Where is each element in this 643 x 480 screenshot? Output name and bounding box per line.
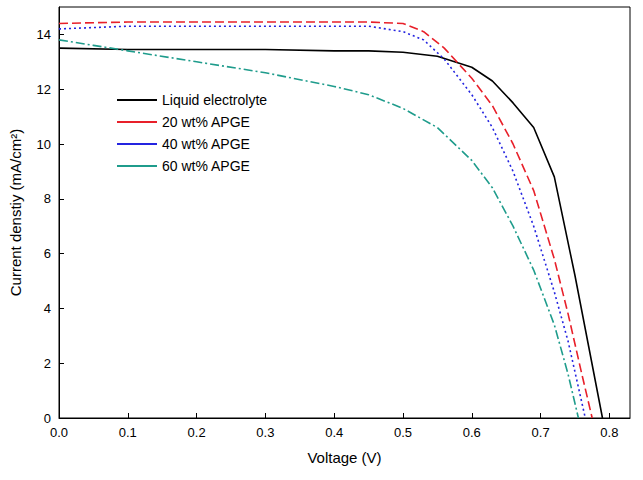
svg-text:0.1: 0.1 bbox=[119, 425, 137, 440]
svg-text:0.3: 0.3 bbox=[256, 425, 274, 440]
svg-text:Liquid electrolyte: Liquid electrolyte bbox=[162, 92, 267, 108]
svg-text:8: 8 bbox=[44, 191, 51, 206]
svg-text:0.5: 0.5 bbox=[394, 425, 412, 440]
svg-text:10: 10 bbox=[37, 137, 51, 152]
svg-text:Voltage (V): Voltage (V) bbox=[307, 449, 381, 466]
svg-text:0.2: 0.2 bbox=[188, 425, 206, 440]
svg-text:2: 2 bbox=[44, 356, 51, 371]
svg-text:0.4: 0.4 bbox=[325, 425, 343, 440]
svg-text:0.0: 0.0 bbox=[50, 425, 68, 440]
svg-text:6: 6 bbox=[44, 246, 51, 261]
svg-text:60 wt% APGE: 60 wt% APGE bbox=[162, 158, 250, 174]
svg-text:Current denstiy (mA/cm²): Current denstiy (mA/cm²) bbox=[7, 129, 24, 297]
svg-text:12: 12 bbox=[37, 82, 51, 97]
svg-text:14: 14 bbox=[37, 27, 51, 42]
svg-text:0.7: 0.7 bbox=[532, 425, 550, 440]
svg-text:0.8: 0.8 bbox=[600, 425, 618, 440]
svg-text:4: 4 bbox=[44, 301, 51, 316]
svg-text:0: 0 bbox=[44, 411, 51, 426]
svg-text:0.6: 0.6 bbox=[463, 425, 481, 440]
svg-text:40 wt% APGE: 40 wt% APGE bbox=[162, 136, 250, 152]
svg-text:20 wt% APGE: 20 wt% APGE bbox=[162, 114, 250, 130]
